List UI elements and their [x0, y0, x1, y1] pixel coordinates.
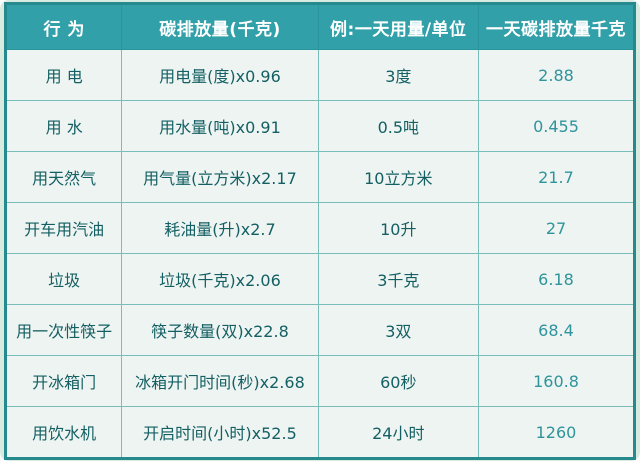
cell-daily-emission: 21.7 — [477, 151, 636, 203]
table-row: 用一次性筷子 筷子数量(双)x22.8 3双 68.4 — [4, 304, 636, 356]
cell-formula: 用电量(度)x0.96 — [121, 49, 319, 101]
table-row: 开车用汽油 耗油量(升)x2.7 10升 27 — [4, 202, 636, 254]
table-row: 开冰箱门 冰箱开门时间(秒)x2.68 60秒 160.8 — [4, 355, 636, 407]
cell-formula: 用气量(立方米)x2.17 — [121, 151, 319, 203]
cell-daily-emission: 1260 — [477, 406, 636, 459]
table-row: 垃圾 垃圾(千克)x2.06 3千克 6.18 — [4, 253, 636, 305]
cell-behavior: 用 电 — [4, 49, 123, 101]
cell-behavior: 用 水 — [4, 100, 123, 152]
cell-daily-emission: 68.4 — [477, 304, 636, 356]
cell-formula: 冰箱开门时间(秒)x2.68 — [121, 355, 319, 407]
col-header-daily-usage-unit: 例:一天用量/单位 — [317, 3, 479, 50]
table-row: 用饮水机 开启时间(小时)x52.5 24小时 1260 — [4, 406, 636, 459]
cell-example: 60秒 — [317, 355, 479, 407]
cell-formula: 垃圾(千克)x2.06 — [121, 253, 319, 305]
cell-behavior: 开冰箱门 — [4, 355, 123, 407]
col-header-emission-formula: 碳排放量(千克) — [121, 3, 319, 50]
table-row: 用天然气 用气量(立方米)x2.17 10立方米 21.7 — [4, 151, 636, 203]
table-body: 用 电 用电量(度)x0.96 3度 2.88 用 水 用水量(吨)x0.91 … — [4, 49, 636, 459]
cell-formula: 用水量(吨)x0.91 — [121, 100, 319, 152]
col-header-behavior: 行 为 — [4, 3, 123, 50]
table-header: 行 为 碳排放量(千克) 例:一天用量/单位 一天碳排放量千克 — [4, 3, 636, 50]
carbon-emission-table: 行 为 碳排放量(千克) 例:一天用量/单位 一天碳排放量千克 用 电 用电量(… — [4, 2, 636, 460]
cell-daily-emission: 27 — [477, 202, 636, 254]
cell-example: 3度 — [317, 49, 479, 101]
cell-example: 10升 — [317, 202, 479, 254]
cell-formula: 耗油量(升)x2.7 — [121, 202, 319, 254]
cell-behavior: 开车用汽油 — [4, 202, 123, 254]
cell-behavior: 用一次性筷子 — [4, 304, 123, 356]
cell-example: 10立方米 — [317, 151, 479, 203]
cell-behavior: 用天然气 — [4, 151, 123, 203]
cell-formula: 开启时间(小时)x52.5 — [121, 406, 319, 459]
table-row: 用 电 用电量(度)x0.96 3度 2.88 — [4, 49, 636, 101]
header-row: 行 为 碳排放量(千克) 例:一天用量/单位 一天碳排放量千克 — [4, 3, 636, 50]
cell-behavior: 垃圾 — [4, 253, 123, 305]
cell-daily-emission: 2.88 — [477, 49, 636, 101]
table-row: 用 水 用水量(吨)x0.91 0.5吨 0.455 — [4, 100, 636, 152]
cell-daily-emission: 160.8 — [477, 355, 636, 407]
cell-example: 3双 — [317, 304, 479, 356]
col-header-daily-emission-kg: 一天碳排放量千克 — [477, 3, 636, 50]
cell-example: 3千克 — [317, 253, 479, 305]
cell-example: 0.5吨 — [317, 100, 479, 152]
cell-example: 24小时 — [317, 406, 479, 459]
cell-daily-emission: 0.455 — [477, 100, 636, 152]
cell-formula: 筷子数量(双)x22.8 — [121, 304, 319, 356]
cell-daily-emission: 6.18 — [477, 253, 636, 305]
cell-behavior: 用饮水机 — [4, 406, 123, 459]
